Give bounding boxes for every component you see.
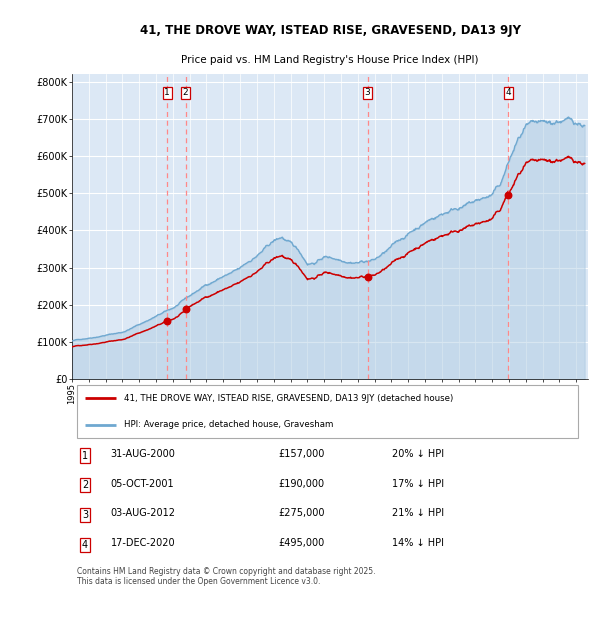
FancyBboxPatch shape	[77, 384, 578, 438]
Text: 14% ↓ HPI: 14% ↓ HPI	[392, 538, 444, 548]
Text: 17-DEC-2020: 17-DEC-2020	[110, 538, 175, 548]
Text: £190,000: £190,000	[278, 479, 325, 489]
Text: HPI: Average price, detached house, Gravesham: HPI: Average price, detached house, Grav…	[124, 420, 333, 430]
Text: 1: 1	[82, 451, 88, 461]
Point	[363, 272, 373, 282]
Text: 41, THE DROVE WAY, ISTEAD RISE, GRAVESEND, DA13 9JY (detached house): 41, THE DROVE WAY, ISTEAD RISE, GRAVESEN…	[124, 394, 453, 402]
Text: 03-AUG-2012: 03-AUG-2012	[110, 508, 176, 518]
Text: 05-OCT-2001: 05-OCT-2001	[110, 479, 175, 489]
Text: £275,000: £275,000	[278, 508, 325, 518]
Text: 2: 2	[82, 480, 88, 490]
Point	[181, 304, 190, 314]
Text: 4: 4	[82, 540, 88, 550]
Text: £495,000: £495,000	[278, 538, 325, 548]
Point	[503, 190, 513, 200]
Text: 1: 1	[164, 89, 170, 97]
Text: 41, THE DROVE WAY, ISTEAD RISE, GRAVESEND, DA13 9JY: 41, THE DROVE WAY, ISTEAD RISE, GRAVESEN…	[139, 24, 521, 37]
Text: 17% ↓ HPI: 17% ↓ HPI	[392, 479, 444, 489]
Text: Contains HM Land Registry data © Crown copyright and database right 2025.
This d: Contains HM Land Registry data © Crown c…	[77, 567, 376, 587]
Text: 31-AUG-2000: 31-AUG-2000	[110, 449, 176, 459]
Text: 4: 4	[505, 89, 511, 97]
Text: 2: 2	[183, 89, 188, 97]
Text: Price paid vs. HM Land Registry's House Price Index (HPI): Price paid vs. HM Land Registry's House …	[181, 55, 479, 64]
Text: 3: 3	[365, 89, 370, 97]
Text: 20% ↓ HPI: 20% ↓ HPI	[392, 449, 444, 459]
Point	[163, 316, 172, 326]
Text: £157,000: £157,000	[278, 449, 325, 459]
Text: 3: 3	[82, 510, 88, 520]
Text: 21% ↓ HPI: 21% ↓ HPI	[392, 508, 444, 518]
